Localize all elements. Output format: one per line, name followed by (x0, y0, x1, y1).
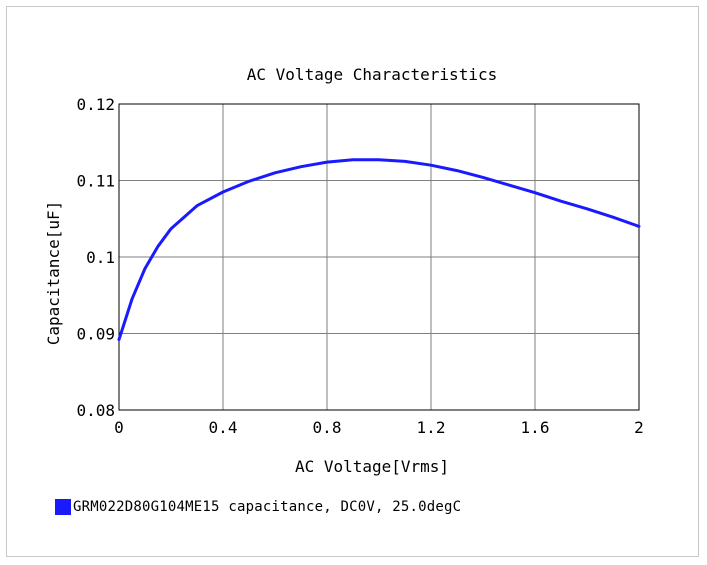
legend: GRM022D80G104ME15 capacitance, DC0V, 25.… (55, 499, 461, 515)
y-tick-label: 0.12 (76, 95, 115, 114)
x-tick-label: 0.4 (209, 418, 238, 437)
chart-title: AC Voltage Characteristics (247, 65, 497, 84)
y-tick-label: 0.08 (76, 401, 115, 420)
x-tick-label: 1.2 (417, 418, 446, 437)
y-tick-label: 0.11 (76, 172, 115, 191)
x-tick-label: 0.8 (313, 418, 342, 437)
tick-labels: 0 0.4 0.8 1.2 1.6 2 0.08 0.09 0.1 0.11 0.12 (76, 95, 643, 437)
chart-panel: 0 0.4 0.8 1.2 1.6 2 0.08 0.09 0.1 0.11 0.12 AC Vol… (6, 6, 699, 557)
x-tick-label: 1.6 (521, 418, 550, 437)
series-layer (117, 158, 641, 342)
plot-border (118, 103, 640, 411)
legend-swatch (55, 499, 71, 515)
y-tick-label: 0.09 (76, 325, 115, 344)
x-tick-label: 0 (114, 418, 124, 437)
series-line (117, 158, 641, 342)
grid (119, 104, 639, 410)
line-chart: 0 0.4 0.8 1.2 1.6 2 0.08 0.09 0.1 0.11 0.12 AC Vol… (44, 65, 644, 476)
x-tick-label: 2 (634, 418, 644, 437)
x-axis-label: AC Voltage[Vrms] (295, 457, 449, 476)
legend-label: GRM022D80G104ME15 capacitance, DC0V, 25.… (73, 499, 462, 515)
y-axis-label: Capacitance[uF] (44, 201, 63, 346)
y-tick-label: 0.1 (86, 248, 115, 267)
